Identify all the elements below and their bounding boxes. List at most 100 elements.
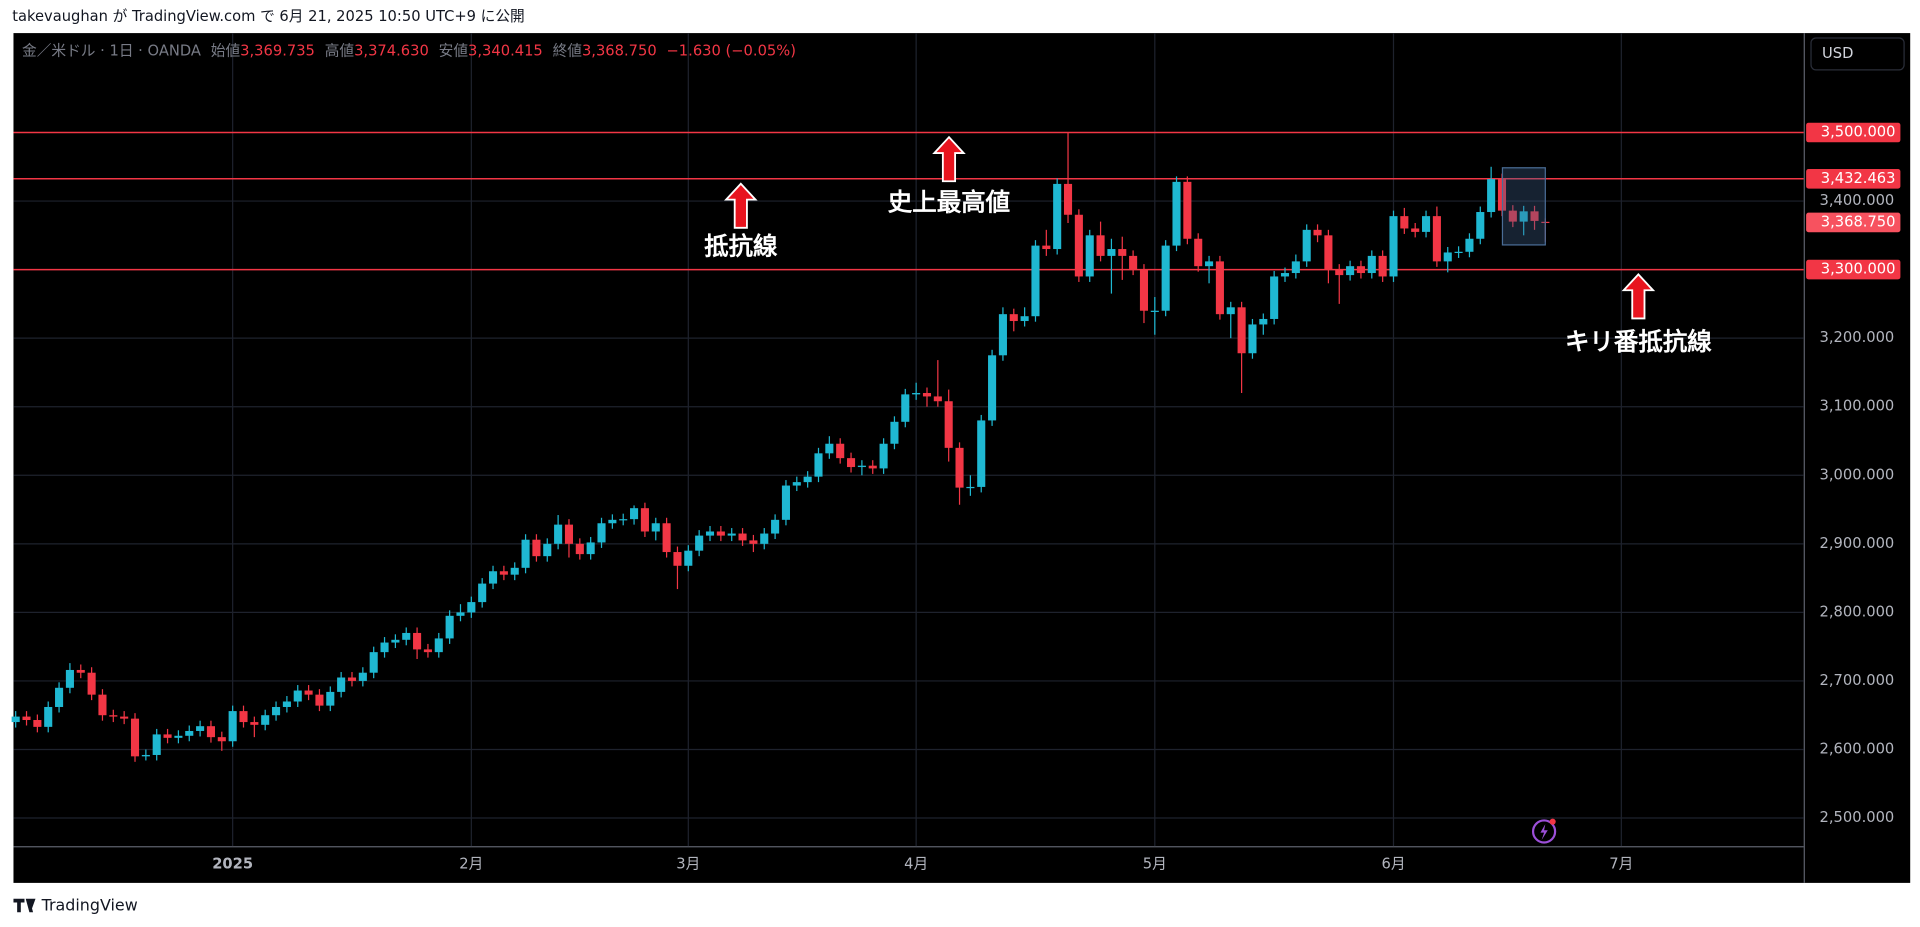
- candle-body: [1150, 310, 1159, 312]
- candle-body: [1476, 212, 1485, 239]
- candle-body: [1422, 216, 1431, 232]
- candle-body: [1508, 210, 1517, 222]
- ohlc-value: 3,374.630: [354, 42, 429, 59]
- candle-body: [163, 734, 172, 738]
- candle-body: [1118, 249, 1127, 256]
- ohlc-name: 安値: [439, 42, 469, 59]
- x-tick-label: 4月: [904, 856, 928, 873]
- candle-body: [825, 443, 834, 454]
- candle-body: [1519, 211, 1528, 222]
- y-tick-label: 2,600.000: [1820, 740, 1895, 757]
- candle-body: [575, 543, 584, 555]
- candle-body: [1020, 316, 1029, 322]
- candle-body: [532, 539, 541, 557]
- x-tick-label: 6月: [1381, 856, 1405, 873]
- currency-button[interactable]: [1810, 37, 1905, 71]
- candle-body: [261, 715, 270, 725]
- candle-body: [705, 531, 715, 536]
- candle-body: [1031, 245, 1040, 317]
- candle-body: [239, 711, 248, 723]
- y-tick-label: 2,700.000: [1820, 672, 1895, 689]
- candle-body: [1085, 235, 1094, 277]
- candle-body: [304, 690, 313, 695]
- candle-body: [803, 476, 812, 483]
- candle-body: [792, 482, 801, 486]
- candle-body: [369, 652, 378, 673]
- candle-body: [1248, 324, 1257, 354]
- candle-body: [499, 571, 508, 575]
- candle-body: [1237, 307, 1246, 354]
- candle-body: [1335, 269, 1344, 276]
- candle-body: [760, 533, 769, 544]
- candle-body: [1291, 261, 1300, 274]
- candle-body: [467, 602, 476, 613]
- candle-body: [857, 465, 866, 468]
- candle-body: [76, 669, 85, 673]
- candle-body: [1280, 273, 1290, 277]
- candle-body: [890, 421, 899, 444]
- icon-circle[interactable]: [1531, 819, 1557, 844]
- candle-body: [662, 523, 671, 553]
- y-tick-label: 2,900.000: [1820, 535, 1895, 552]
- y-tick-label: 3,200.000: [1820, 329, 1895, 346]
- brand-name: TradingView: [41, 896, 138, 915]
- candle-body: [988, 355, 997, 421]
- candle-body: [716, 531, 725, 536]
- candle-body: [326, 691, 335, 706]
- candle-body: [33, 720, 42, 727]
- candle-body: [358, 672, 367, 681]
- candle-body: [977, 420, 986, 487]
- candle-body: [1432, 216, 1441, 262]
- icon-dot[interactable]: [1549, 818, 1556, 825]
- last-price-tag: [1806, 212, 1901, 233]
- candle-body: [1270, 276, 1279, 319]
- publish-info: takevaughan が TradingView.com で 6月 21, 2…: [12, 8, 524, 25]
- candle-body: [185, 730, 194, 736]
- candle-body: [966, 486, 975, 489]
- candle-body: [1367, 255, 1376, 274]
- y-tick-label: 3,400.000: [1820, 192, 1895, 209]
- candle-body: [1009, 314, 1018, 322]
- candle-body: [1454, 251, 1463, 254]
- candle-body: [445, 615, 454, 639]
- candle-body: [423, 649, 432, 653]
- lightning-icon[interactable]: [1531, 818, 1557, 844]
- icon-bolt[interactable]: [1540, 824, 1548, 841]
- ohlc-name: 終値: [553, 42, 583, 59]
- candle-body: [933, 396, 942, 402]
- plot: [11, 131, 1804, 762]
- candle-body: [1226, 307, 1235, 315]
- x-tick-label: 3月: [676, 856, 700, 873]
- candle-body: [836, 443, 845, 459]
- y-tick-label: 3,100.000: [1820, 398, 1895, 415]
- axis: 2,500.000 2,600.000 2,700.000 2,800.000 2,90…: [212, 122, 1901, 873]
- brand-logo: [13, 898, 36, 913]
- candle-body: [1215, 261, 1224, 315]
- candle-body: [738, 533, 747, 541]
- candle-body: [413, 632, 422, 650]
- candle-body: [196, 726, 205, 731]
- ohlc-name: 始値: [211, 42, 241, 59]
- ohlc-value: 3,368.750: [582, 42, 657, 59]
- candle-body: [1129, 255, 1138, 270]
- y-tick-label: 3,000.000: [1820, 466, 1895, 483]
- candle-body: [380, 642, 389, 653]
- candle-body: [586, 542, 595, 555]
- candle-body: [608, 519, 617, 524]
- ohlc-value: 3,340.415: [468, 42, 543, 59]
- candle-body: [141, 754, 150, 757]
- candle-body: [1139, 269, 1149, 311]
- x-tick-label: 2月: [459, 856, 483, 873]
- price-tag: [1806, 122, 1901, 143]
- ohlc-legend: 金／米ドル · 1日 · OANDA 始値 3,369.735 高値 3,374.630…: [22, 42, 796, 59]
- candle-body: [22, 716, 31, 721]
- candle-body: [684, 550, 693, 566]
- currency-label[interactable]: USD: [1822, 45, 1853, 62]
- price-tag: [1806, 169, 1901, 189]
- candle-body: [749, 540, 758, 544]
- candle-body: [619, 519, 628, 521]
- candle-body: [315, 694, 324, 706]
- candle-body: [597, 523, 606, 543]
- candle-body: [901, 394, 910, 422]
- candle-body: [1172, 181, 1181, 246]
